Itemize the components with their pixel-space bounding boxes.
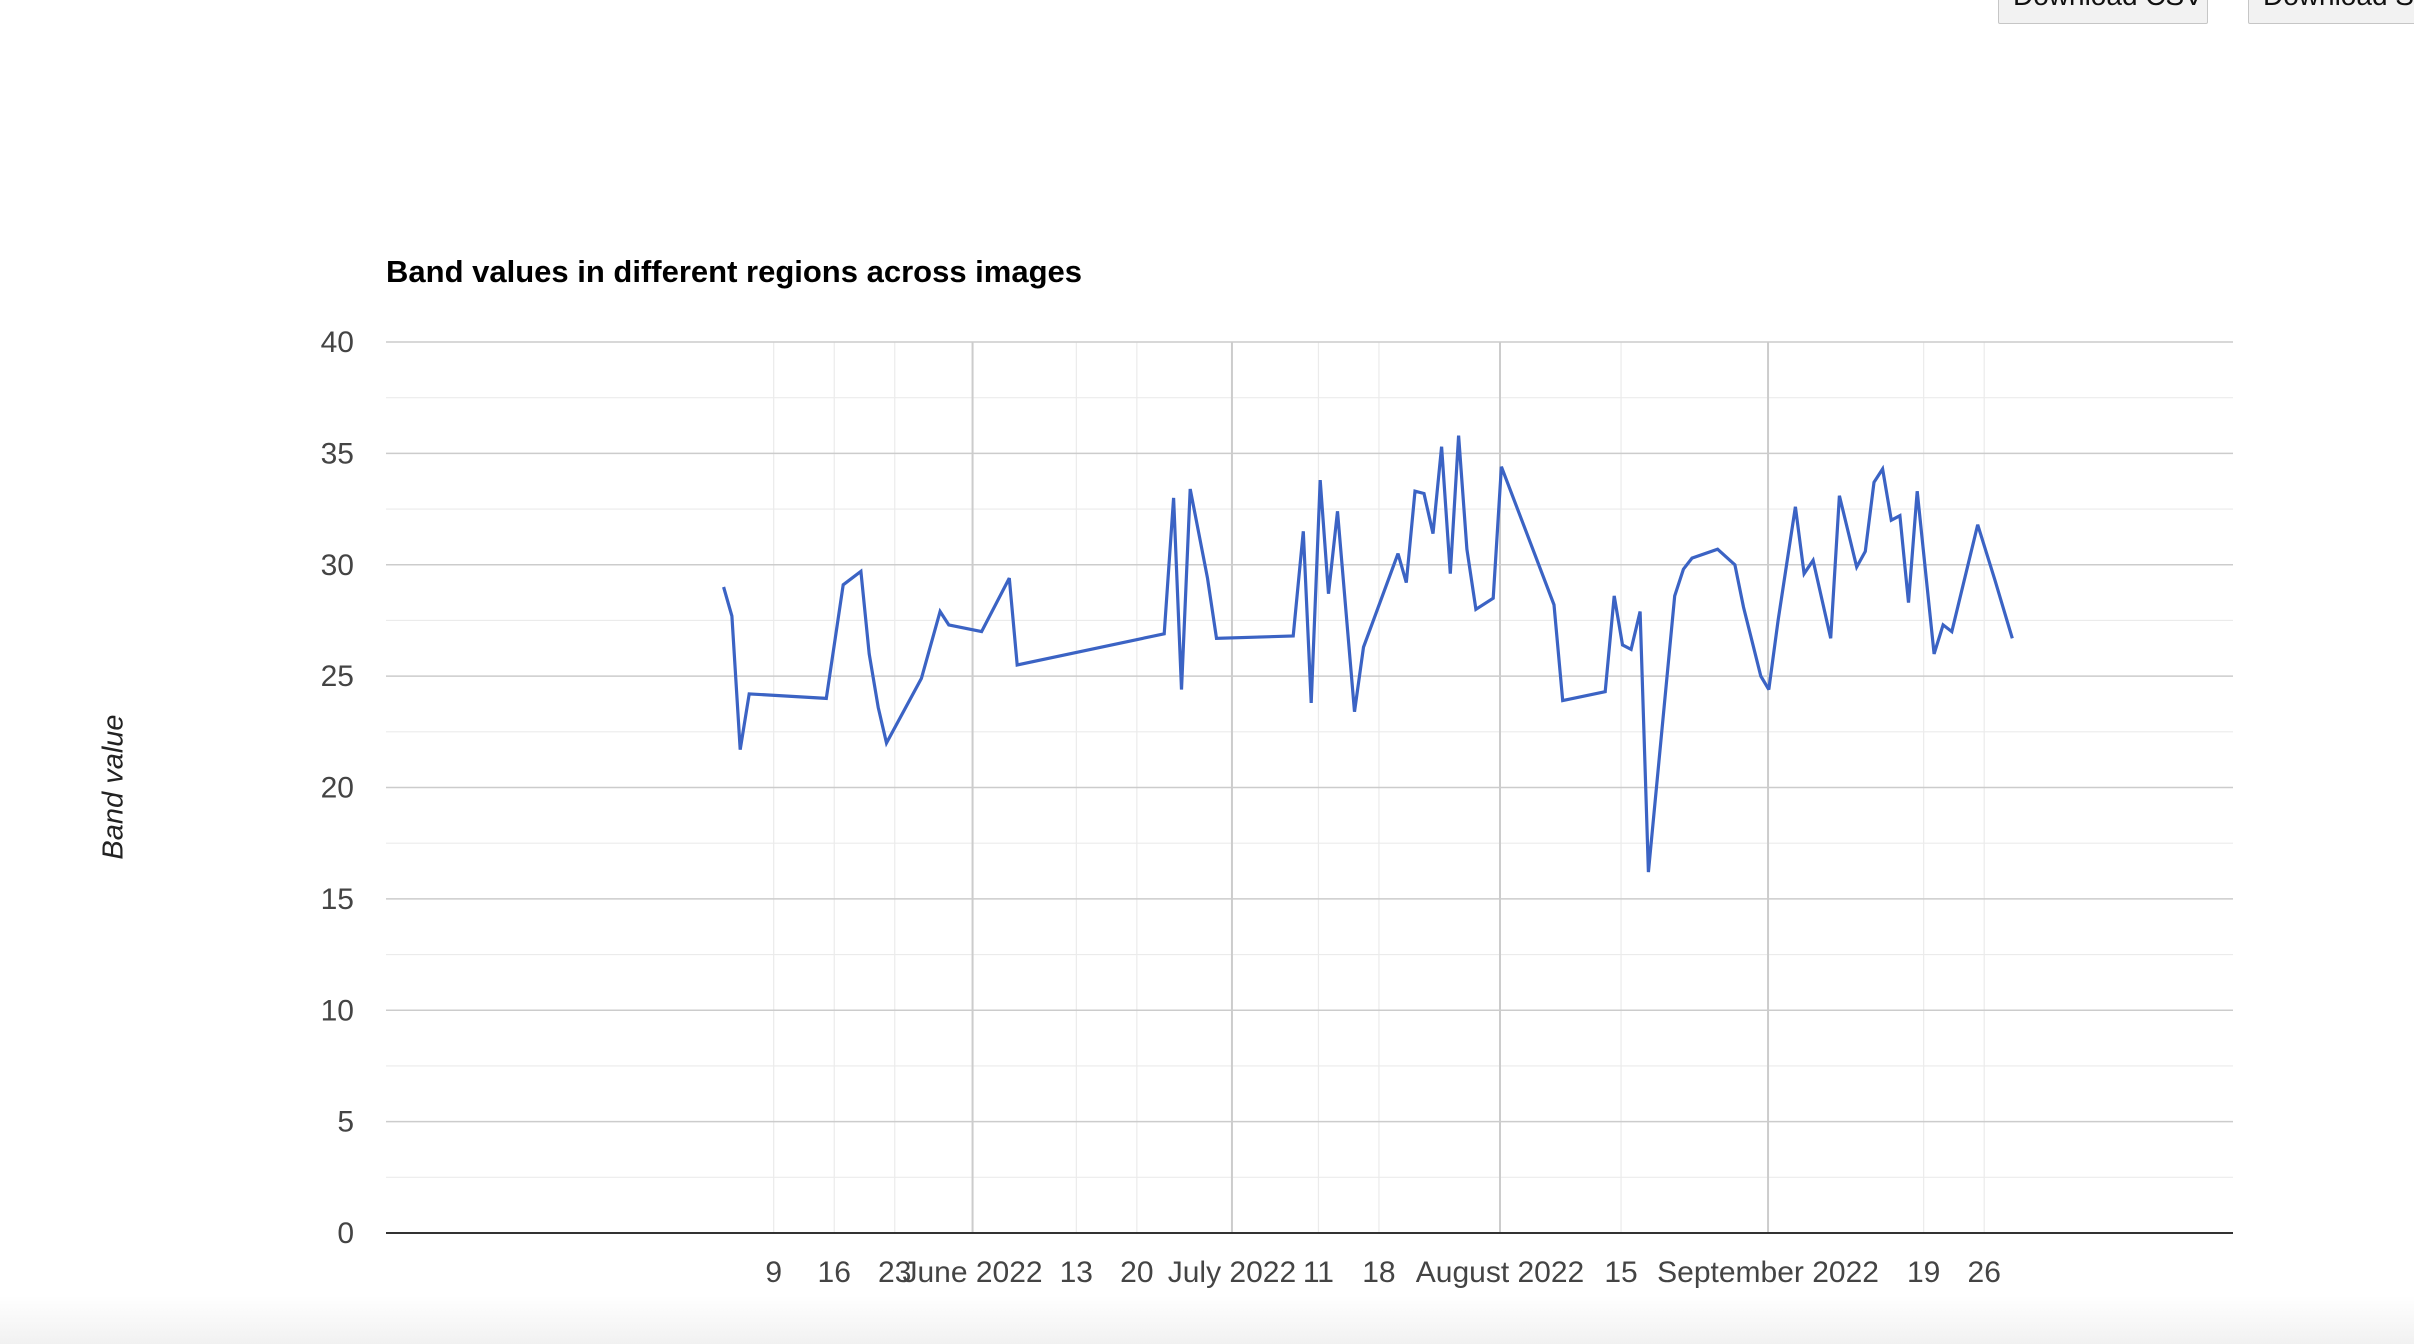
chart-title: Band values in different regions across … <box>386 254 1083 289</box>
x-tick-label: 11 <box>1303 1256 1334 1289</box>
x-tick-label: July 2022 <box>1168 1256 1296 1289</box>
major-gridlines <box>386 341 2233 1233</box>
x-tick-label: 26 <box>1968 1256 2001 1289</box>
window-bottom-edge <box>0 1296 2414 1344</box>
y-tick-label: 40 <box>321 326 354 359</box>
y-tick-label: 20 <box>321 772 354 805</box>
x-tick-label: August 2022 <box>1416 1256 1584 1289</box>
x-tick-label: September 2022 <box>1657 1256 1879 1289</box>
x-tick-label: 13 <box>1060 1256 1093 1289</box>
y-tick-label: 25 <box>321 660 354 693</box>
y-tick-label: 0 <box>337 1217 354 1250</box>
download-svg-button[interactable]: Download SVG <box>2248 0 2414 24</box>
x-tick-label: 23 <box>878 1256 911 1289</box>
series-line <box>722 435 2014 873</box>
y-tick-label: 30 <box>321 549 354 582</box>
x-tick-label: 19 <box>1907 1256 1940 1289</box>
x-tick-label: 20 <box>1120 1256 1153 1289</box>
download-csv-button[interactable]: Download CSV <box>1998 0 2208 24</box>
y-tick-label: 15 <box>321 883 354 916</box>
series-layer <box>722 435 2014 873</box>
x-tick-label: June 2022 <box>902 1256 1042 1289</box>
y-axis: 0 5 10 15 20 25 30 35 40 <box>321 326 354 1250</box>
x-tick-label: 16 <box>818 1256 851 1289</box>
y-tick-label: 5 <box>337 1106 354 1139</box>
x-tick-label: 15 <box>1604 1256 1637 1289</box>
x-tick-label: 9 <box>765 1256 782 1289</box>
y-tick-label: 35 <box>321 437 354 470</box>
y-tick-label: 10 <box>321 994 354 1027</box>
x-tick-label: 18 <box>1362 1256 1395 1289</box>
